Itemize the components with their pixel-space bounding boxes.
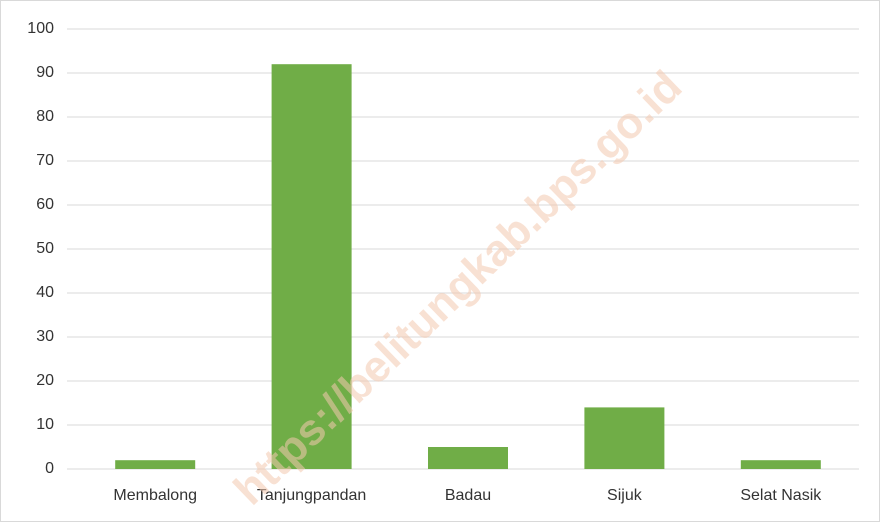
bar [115,460,196,469]
y-tick-label: 10 [36,416,54,433]
y-tick-label: 70 [36,152,54,169]
y-tick-label: 50 [36,240,54,257]
x-tick-label: Membalong [113,487,197,504]
y-tick-label: 30 [36,328,54,345]
y-tick-label: 80 [36,108,54,125]
bar [584,407,665,469]
bar [271,64,352,469]
bar [740,460,821,469]
y-tick-label: 60 [36,196,54,213]
x-tick-label: Sijuk [607,487,643,504]
y-tick-label: 20 [36,372,54,389]
x-tick-label: Badau [445,487,491,504]
x-tick-label: Selat Nasik [740,487,822,504]
y-tick-label: 100 [27,20,54,37]
y-tick-label: 40 [36,284,54,301]
x-tick-label: Tanjungpandan [257,487,366,504]
bar [428,447,508,469]
y-tick-label: 90 [36,64,54,81]
y-tick-label: 0 [45,460,54,477]
